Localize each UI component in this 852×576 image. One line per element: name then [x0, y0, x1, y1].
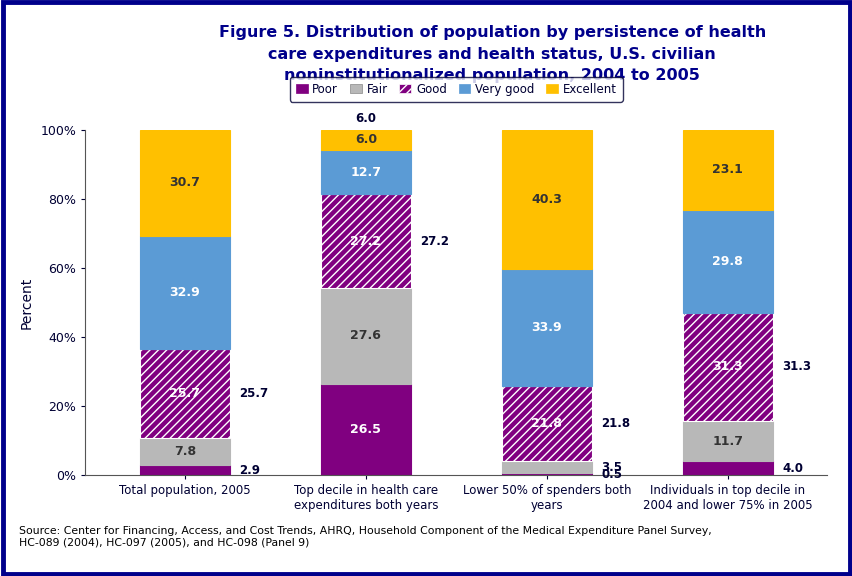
Text: Source: Center for Financing, Access, and Cost Trends, AHRQ, Household Component: Source: Center for Financing, Access, an…: [19, 526, 711, 548]
Text: 27.2: 27.2: [350, 235, 381, 248]
Text: 3.5: 3.5: [601, 461, 621, 474]
Bar: [140, 236, 230, 350]
Bar: [320, 194, 411, 288]
Bar: [501, 461, 591, 473]
Bar: [682, 461, 772, 475]
Text: 7.8: 7.8: [174, 445, 196, 458]
Text: 4.0: 4.0: [781, 462, 803, 475]
Text: 6.0: 6.0: [354, 134, 377, 146]
Bar: [501, 130, 591, 269]
Text: 27.6: 27.6: [350, 329, 381, 342]
Text: 0.5: 0.5: [601, 468, 621, 481]
Text: 30.7: 30.7: [170, 176, 200, 189]
Text: 27.2: 27.2: [420, 235, 449, 248]
Text: 21.8: 21.8: [601, 417, 630, 430]
Text: 29.8: 29.8: [711, 255, 742, 268]
Y-axis label: Percent: Percent: [20, 276, 33, 328]
Text: 12.7: 12.7: [350, 166, 381, 179]
Bar: [682, 421, 772, 461]
Bar: [140, 438, 230, 465]
Bar: [320, 150, 411, 194]
Text: 40.3: 40.3: [531, 193, 561, 206]
Text: 6.0: 6.0: [355, 112, 376, 126]
Text: Figure 5. Distribution of population by persistence of health
care expenditures : Figure 5. Distribution of population by …: [218, 25, 765, 84]
Bar: [501, 269, 591, 386]
Text: 23.1: 23.1: [711, 164, 742, 176]
Bar: [682, 130, 772, 210]
Text: 31.3: 31.3: [781, 361, 810, 373]
Bar: [320, 130, 411, 150]
Text: 32.9: 32.9: [170, 286, 200, 299]
Bar: [140, 350, 230, 438]
Bar: [320, 384, 411, 475]
Text: 26.5: 26.5: [350, 423, 381, 436]
Bar: [501, 473, 591, 475]
Legend: Poor, Fair, Good, Very good, Excellent: Poor, Fair, Good, Very good, Excellent: [290, 77, 622, 101]
Bar: [682, 210, 772, 313]
Text: 25.7: 25.7: [170, 387, 200, 400]
Bar: [140, 130, 230, 236]
Bar: [140, 465, 230, 475]
Text: 11.7: 11.7: [711, 435, 742, 448]
Text: 25.7: 25.7: [239, 387, 268, 400]
Bar: [501, 386, 591, 461]
Text: 2.9: 2.9: [239, 464, 260, 477]
Text: 33.9: 33.9: [531, 321, 561, 334]
Text: AHRQ: AHRQ: [37, 47, 100, 66]
Text: 21.8: 21.8: [531, 417, 561, 430]
Text: 31.3: 31.3: [711, 361, 742, 373]
Bar: [682, 313, 772, 421]
Bar: [320, 288, 411, 384]
